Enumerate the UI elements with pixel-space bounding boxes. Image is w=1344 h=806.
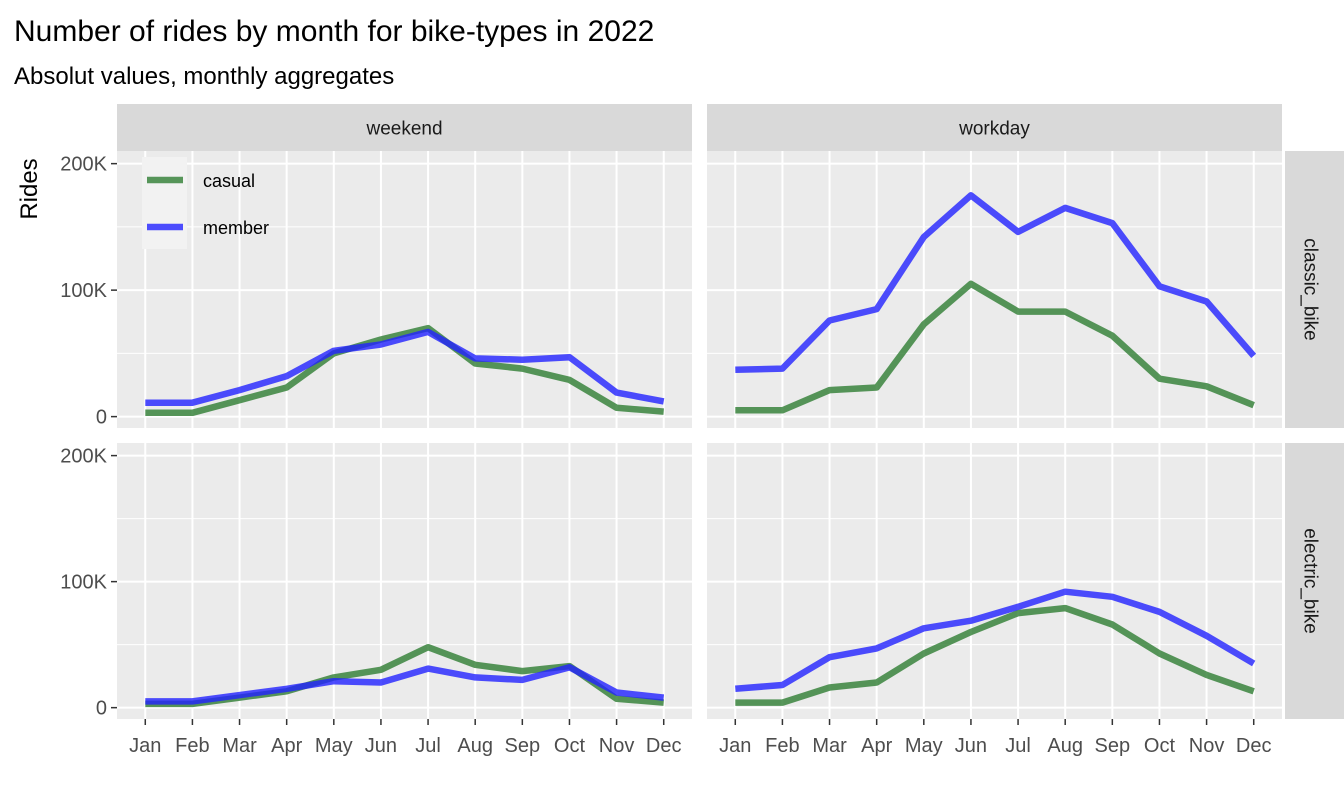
y-tick-label: 100K: [60, 572, 107, 594]
x-tick-label: Apr: [861, 735, 892, 757]
legend-label-member: member: [203, 218, 269, 238]
y-tick-label: 0: [96, 407, 107, 429]
strip-label-weekend: weekend: [365, 119, 442, 140]
y-tick-label: 200K: [60, 446, 107, 468]
strip-label-classic_bike: classic_bike: [1300, 238, 1321, 340]
x-tick-label: Jan: [129, 735, 161, 757]
y-tick-label: 100K: [60, 280, 107, 302]
series-line-casual: [735, 604, 1255, 706]
panels-layer: weekend workday classic_bike electric_bike 0…: [60, 104, 1344, 757]
x-tick-label: Jun: [955, 735, 987, 757]
x-tick-label: Dec: [646, 735, 682, 757]
x-tick-label: Feb: [765, 735, 799, 757]
y-axis-title: Rides: [16, 158, 43, 219]
series-line-casual: [735, 280, 1255, 414]
x-tick-label: Sep: [1095, 735, 1131, 757]
x-tick-label: Oct: [554, 735, 586, 757]
strip-weekend: [117, 104, 692, 151]
series-line-member: [735, 588, 1256, 693]
x-tick-label: Jan: [719, 735, 751, 757]
x-tick-label: May: [905, 735, 943, 757]
legend: casual member: [142, 157, 269, 249]
x-tick-label: Apr: [271, 735, 302, 757]
legend-key-background: [142, 157, 187, 249]
x-tick-label: Aug: [1047, 735, 1083, 757]
y-tick-label: 200K: [60, 154, 107, 176]
x-tick-label: Mar: [222, 735, 257, 757]
x-tick-label: Dec: [1236, 735, 1272, 757]
panel-weekend-electric_bike: 0 100K 200K Jan Feb Mar Apr May Jun Jul Aug Sep Oct N…: [60, 443, 692, 757]
x-tick-label: Feb: [175, 735, 209, 757]
series-line-casual: [145, 324, 664, 417]
chart-subtitle: Absolut values, monthly aggregates: [14, 63, 394, 90]
strip-electric_bike: [1285, 443, 1344, 719]
x-tick-label: Jun: [365, 735, 397, 757]
strip-label-workday: workday: [958, 119, 1030, 140]
x-tick-label: Jul: [415, 735, 441, 757]
strip-classic_bike: [1285, 151, 1344, 428]
x-tick-label: Nov: [599, 735, 635, 757]
legend-label-casual: casual: [203, 171, 255, 191]
chart-title: Number of rides by month for bike-types …: [14, 15, 654, 48]
x-tick-label: May: [315, 735, 353, 757]
x-tick-label: Nov: [1189, 735, 1225, 757]
x-tick-label: Aug: [457, 735, 493, 757]
series-line-member: [145, 328, 665, 406]
strip-label-electric_bike: electric_bike: [1300, 528, 1321, 634]
strip-workday: [707, 104, 1282, 151]
panel-weekend-classic_bike: 0 100K 200K: [60, 151, 692, 429]
x-tick-label: Oct: [1144, 735, 1176, 757]
panel-workday-electric_bike: Jan Feb Mar Apr May Jun Jul Aug Sep Oct Nov Dec: [707, 443, 1282, 757]
y-tick-label: 0: [96, 698, 107, 720]
panel-workday-classic_bike: [707, 151, 1282, 428]
x-tick-label: Sep: [505, 735, 541, 757]
series-line-member: [735, 192, 1257, 374]
x-tick-label: Jul: [1005, 735, 1031, 757]
x-tick-label: Mar: [812, 735, 847, 757]
series-line-member: [145, 664, 665, 705]
